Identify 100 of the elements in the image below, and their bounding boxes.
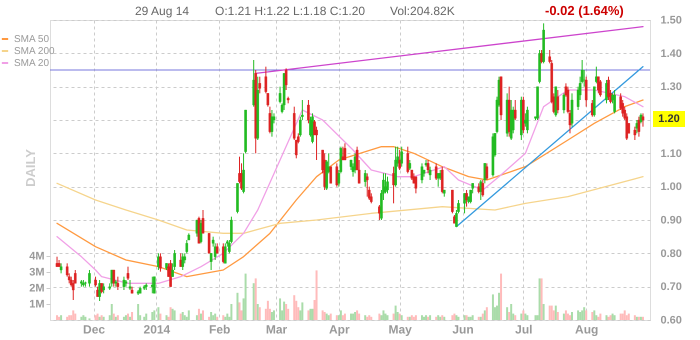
bar — [564, 310, 567, 320]
bar — [370, 316, 372, 320]
bar — [508, 312, 510, 320]
candlestick — [224, 242, 227, 264]
bar — [550, 306, 553, 320]
bar — [581, 310, 584, 320]
bar — [382, 310, 384, 320]
bar — [258, 307, 261, 320]
y2-tick-label: 1M — [29, 298, 44, 310]
bar — [628, 314, 630, 320]
bar — [384, 314, 386, 320]
bar — [230, 304, 232, 320]
bar — [526, 315, 528, 320]
bar — [554, 306, 557, 320]
bar — [202, 310, 204, 320]
bar — [352, 314, 354, 320]
y-tick-label: 1.10 — [660, 148, 682, 160]
bar — [486, 307, 488, 320]
bar — [80, 316, 82, 320]
bar — [344, 314, 346, 320]
legend-label: SMA 200 — [14, 46, 56, 57]
bar — [423, 316, 426, 320]
bar — [214, 314, 216, 320]
bar — [157, 307, 160, 320]
bar — [316, 270, 318, 320]
bar — [562, 314, 565, 320]
bar — [620, 314, 622, 320]
bar — [522, 310, 524, 320]
bar — [174, 310, 176, 320]
bar — [420, 315, 423, 320]
x-tick-label: Jun — [452, 322, 474, 336]
candlestick — [486, 162, 488, 180]
candlestick — [102, 282, 105, 294]
bar — [208, 316, 210, 320]
bar — [200, 314, 202, 320]
bar — [571, 312, 574, 320]
candlestick — [597, 76, 600, 94]
x-tick-label: 2014 — [144, 322, 171, 336]
y-tick-label: 1.50 — [660, 14, 682, 26]
text: Vol:204.82K — [390, 4, 455, 18]
candlestick — [242, 152, 245, 194]
candlestick — [584, 76, 588, 108]
bar — [74, 314, 76, 320]
candlestick — [642, 112, 644, 128]
candlestick — [216, 242, 218, 254]
candlestick — [386, 176, 389, 194]
bar — [252, 283, 255, 320]
bar — [414, 315, 417, 320]
bar — [198, 308, 200, 320]
bar — [472, 315, 474, 320]
bar — [226, 314, 228, 320]
candlestick — [408, 160, 412, 170]
x-tick-label: Aug — [575, 322, 598, 336]
bar — [583, 307, 586, 320]
candlestick — [556, 90, 560, 114]
candlestick — [344, 142, 346, 160]
bar — [577, 310, 580, 320]
x-tick-label: Jul — [515, 322, 533, 336]
bar — [151, 312, 154, 320]
bar — [266, 300, 269, 320]
bar — [599, 314, 602, 320]
bar — [566, 314, 569, 320]
y-tick-label: 0.70 — [660, 281, 682, 294]
bar — [212, 315, 214, 320]
bar — [56, 315, 58, 320]
y-tick-label: 1.00 — [660, 181, 682, 194]
bar — [82, 315, 84, 320]
bar — [66, 316, 68, 320]
bar — [196, 315, 198, 320]
x-tick-label: Feb — [209, 322, 230, 336]
y2-tick-label: 3M — [29, 266, 44, 278]
candlestick — [599, 80, 602, 98]
bar — [110, 304, 113, 320]
bar — [72, 310, 74, 320]
bar — [608, 316, 610, 320]
bar — [122, 316, 125, 320]
candlestick — [126, 266, 130, 280]
bar — [470, 316, 472, 320]
y-tick-label: 1.40 — [660, 48, 682, 60]
candlestick — [169, 260, 172, 288]
candlestick — [400, 146, 403, 168]
candlestick — [181, 252, 184, 270]
candlestick — [208, 232, 210, 254]
bar — [556, 312, 559, 320]
candlestick — [562, 92, 566, 114]
bar — [392, 314, 395, 320]
bar — [129, 316, 132, 320]
bar — [394, 306, 397, 320]
bar — [542, 304, 545, 320]
bar — [548, 306, 551, 320]
bar — [500, 274, 502, 320]
bar — [482, 314, 484, 320]
candlestick — [613, 90, 616, 114]
candlestick — [366, 172, 369, 198]
text: 1.20 — [658, 113, 680, 125]
bar — [236, 292, 238, 320]
candlestick — [638, 116, 640, 138]
bar — [112, 314, 115, 320]
bar — [293, 295, 296, 320]
bar — [350, 314, 352, 320]
